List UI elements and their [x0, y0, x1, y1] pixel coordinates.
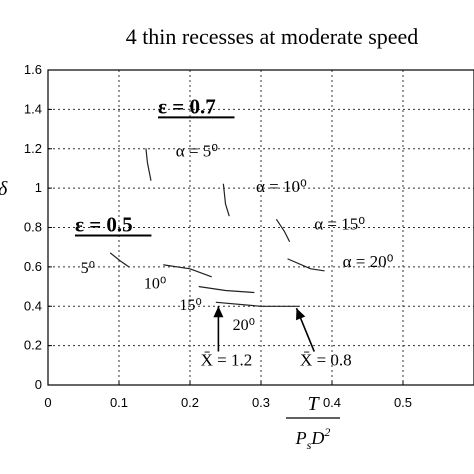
series-curve — [287, 258, 325, 272]
grid — [48, 70, 474, 385]
x-axis-label-numerator: T — [307, 393, 320, 415]
annotation-eps05: ε = 0.5 — [75, 212, 133, 236]
y-tick-label: 0 — [35, 377, 42, 392]
x-tick-label: 0.5 — [394, 395, 412, 410]
series-curve — [215, 301, 300, 307]
y-tick-label: 1 — [35, 180, 42, 195]
x-tick-label: 0.4 — [323, 395, 341, 410]
x-tick-label: 0.1 — [110, 395, 128, 410]
y-tick-label: 1.4 — [24, 101, 42, 116]
curves — [109, 148, 325, 307]
annotation-b10: 10⁰ — [144, 276, 166, 293]
annotation-a15: α = 15⁰ — [314, 214, 365, 233]
annotation-eps07: ε = 0.7 — [158, 94, 216, 118]
y-tick-label: 0.2 — [24, 338, 42, 353]
x-axis-label-denominator-d: D — [310, 428, 324, 448]
y-tick-label: 0.8 — [24, 220, 42, 235]
annotation-a20: α = 20⁰ — [343, 252, 394, 271]
arrow-head — [213, 306, 224, 318]
series-curve — [276, 219, 290, 242]
series-curve — [222, 183, 230, 217]
x-axis-label-denominator-p: P — [295, 428, 307, 448]
series-curve — [109, 252, 130, 268]
tick-labels: 0 0.1 0.2 0.3 0.4 0.5 0 0.2 0.4 0.6 0.8 1 1.2 1.4 1.6 — [24, 62, 412, 410]
x-tick-label: 0 — [44, 395, 51, 410]
series-curve — [198, 286, 255, 294]
y-tick-label: 1.6 — [24, 62, 42, 77]
annotation-b15: 15⁰ — [179, 297, 201, 314]
chart-title: 4 thin recesses at moderate speed — [126, 24, 419, 49]
y-tick-label: 0.6 — [24, 259, 42, 274]
x-tick-label: 0.3 — [252, 395, 270, 410]
x-axis-label-denominator-s: s — [307, 438, 312, 452]
annotation-b5: 5⁰ — [81, 260, 95, 277]
arrow-head — [296, 308, 306, 321]
x-axis-label-denominator: PsD2 — [295, 425, 331, 452]
annotation-xbar12: X̄ = 1.2 — [201, 350, 253, 369]
annotation-xbar08: X̄ = 0.8 — [300, 350, 352, 369]
y-axis-label-partial: δ — [0, 178, 8, 200]
arrows — [213, 306, 315, 352]
x-axis-label-denominator-exp: 2 — [324, 425, 330, 439]
y-tick-label: 1.2 — [24, 141, 42, 156]
annotation-b20: 20⁰ — [233, 317, 255, 334]
annotations: ε = 0.7 ε = 0.5 α = 5⁰ α = 10⁰ α = 15⁰ α = 20… — [74, 94, 394, 369]
annotation-a5: α = 5⁰ — [176, 142, 218, 161]
annotation-a10: α = 10⁰ — [256, 177, 307, 196]
series-curve — [163, 264, 212, 278]
series-curve — [145, 148, 152, 181]
y-tick-label: 0.4 — [24, 298, 42, 313]
x-tick-label: 0.2 — [181, 395, 199, 410]
